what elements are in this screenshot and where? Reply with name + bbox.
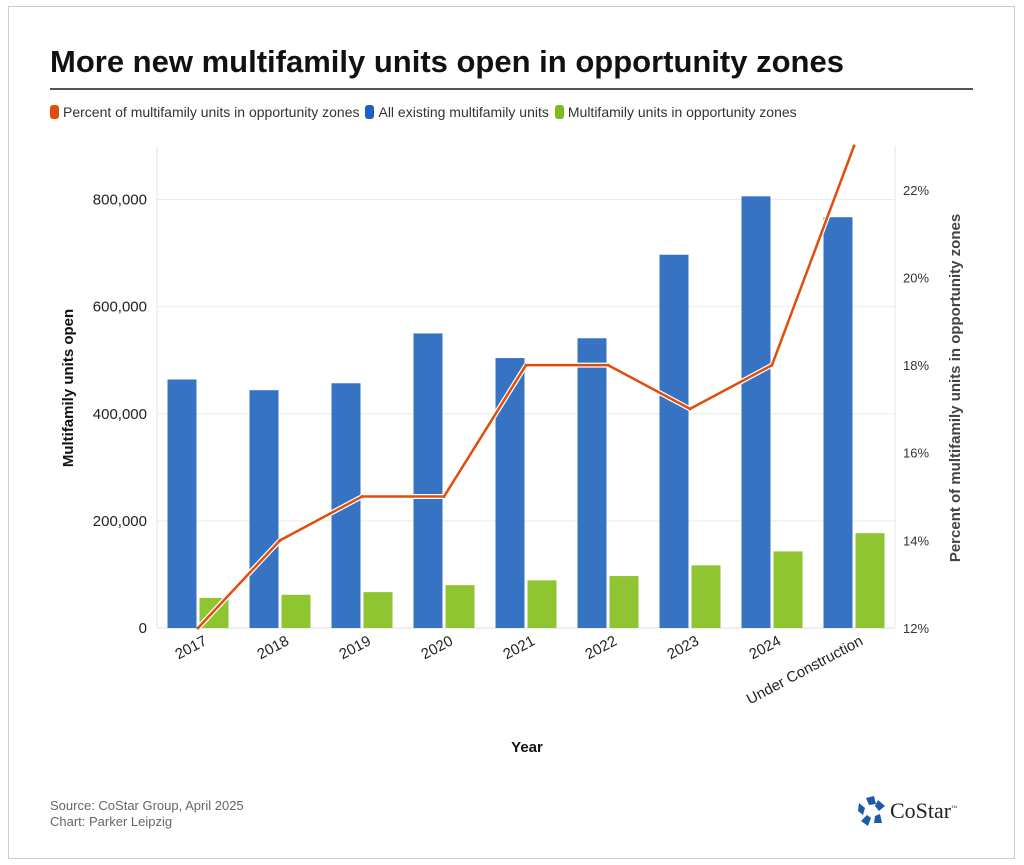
bar-oz-units — [363, 592, 393, 628]
bar-oz-units — [527, 580, 557, 628]
bar-all-units — [823, 217, 853, 628]
x-tick-label: 2019 — [336, 633, 373, 664]
bar-all-units — [413, 333, 443, 628]
legend-item-all-units[interactable]: All existing multifamily units — [365, 104, 549, 120]
y-tick-label: 0 — [139, 620, 147, 637]
x-tick-label: 2021 — [500, 633, 537, 664]
x-tick-label: 2024 — [746, 633, 783, 664]
bar-oz-units — [609, 576, 639, 628]
y2-tick-label: 12% — [903, 621, 929, 636]
y-tick-label: 200,000 — [93, 513, 147, 530]
y-tick-label: 400,000 — [93, 406, 147, 423]
legend-label: Multifamily units in opportunity zones — [567, 104, 797, 120]
y-axis-label: Multifamily units open — [60, 309, 77, 467]
title-divider — [50, 88, 973, 90]
legend-swatch — [50, 105, 59, 119]
y-tick-label: 800,000 — [93, 192, 147, 209]
bar-oz-units — [445, 585, 475, 628]
x-tick-label: 2018 — [254, 633, 291, 664]
bar-all-units — [741, 196, 771, 628]
x-axis-label: Year — [511, 739, 543, 756]
costar-logo: CoStar™ — [858, 796, 957, 826]
line-point — [606, 363, 610, 367]
costar-star-icon — [858, 796, 885, 826]
y2-tick-label: 14% — [903, 533, 929, 548]
bar-all-units — [577, 338, 607, 628]
legend-swatch — [554, 105, 564, 119]
x-tick-label: 2017 — [172, 633, 209, 664]
legend-label: All existing multifamily units — [378, 104, 549, 120]
bar-all-units — [495, 358, 525, 628]
bar-oz-units — [691, 565, 721, 628]
line-point — [196, 626, 200, 630]
chart-title: More new multifamily units open in oppor… — [50, 44, 844, 79]
bar-oz-units — [855, 533, 885, 628]
bar-all-units — [167, 379, 197, 628]
x-tick-label: 2022 — [582, 633, 619, 664]
line-point — [442, 495, 446, 499]
trademark: ™ — [951, 805, 958, 812]
y2-axis-label: Percent of multifamily units in opportun… — [947, 214, 964, 562]
bar-oz-units — [773, 551, 803, 628]
line-point — [524, 363, 528, 367]
x-tick-label: 2023 — [664, 633, 701, 664]
source-note: Source: CoStar Group, April 2025 — [50, 798, 244, 813]
y2-tick-label: 18% — [903, 358, 929, 373]
legend: Percent of multifamily units in opportun… — [50, 104, 803, 120]
line-point — [852, 144, 856, 148]
y2-tick-label: 22% — [903, 183, 929, 198]
y-tick-label: 600,000 — [93, 299, 147, 316]
legend-item-percent[interactable]: Percent of multifamily units in opportun… — [50, 104, 359, 120]
y2-tick-label: 16% — [903, 446, 929, 461]
footer: Source: CoStar Group, April 2025 Chart: … — [50, 798, 244, 830]
bar-all-units — [659, 254, 689, 628]
legend-label: Percent of multifamily units in opportun… — [63, 104, 360, 120]
logo-text: CoStar — [890, 798, 952, 823]
y2-tick-label: 20% — [903, 270, 929, 285]
legend-item-oz-units[interactable]: Multifamily units in opportunity zones — [554, 104, 797, 120]
legend-swatch — [365, 105, 375, 119]
line-point — [688, 407, 692, 411]
line-point — [770, 363, 774, 367]
x-tick-label: 2020 — [418, 633, 455, 664]
line-point — [360, 495, 364, 499]
chart-credit: Chart: Parker Leipzig — [50, 814, 173, 829]
line-point — [278, 538, 282, 542]
bar-oz-units — [281, 594, 311, 628]
bar-all-units — [249, 390, 279, 628]
chart-frame — [8, 6, 1015, 859]
